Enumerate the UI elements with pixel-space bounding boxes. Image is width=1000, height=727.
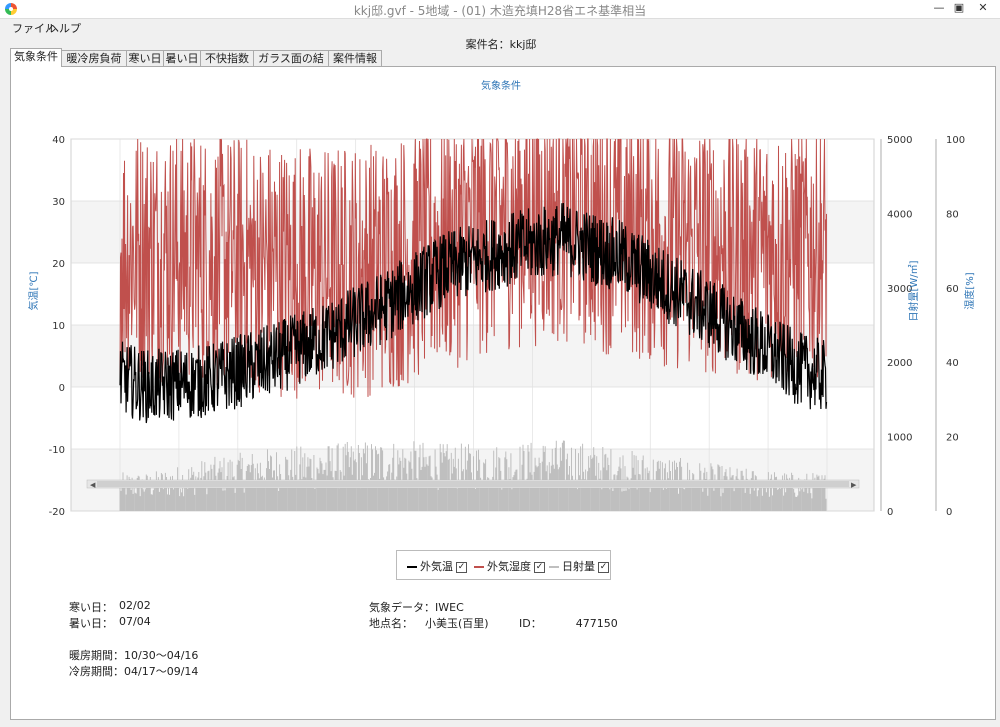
- chart-title: 気象条件: [481, 79, 521, 92]
- y-left-tick-label: 0: [59, 383, 65, 394]
- y-axis-solar-label: 日射量[W/㎡]: [908, 260, 920, 321]
- heating-period-row: 暖房期間：10/30～04/16: [69, 647, 198, 663]
- document-area: 案件名：kkj邸 気象条件 暖冷房負荷 寒い日 暑い日 不快指数 ガラス面の結露…: [8, 36, 996, 720]
- hot-day-value: 07/04: [119, 615, 151, 628]
- series-temperature: [119, 202, 828, 424]
- scroll-right-icon[interactable]: ▶: [851, 481, 857, 489]
- legend-label: 外気湿度: [487, 560, 531, 573]
- y-solar-tick-label: 3000: [887, 284, 912, 295]
- weather-chart: 403020100-10-201/12/13/14/15/16/17/18/19…: [27, 79, 976, 518]
- y-solar-tick-label: 4000: [887, 209, 912, 220]
- case-name: 案件名：kkj邸: [465, 38, 537, 51]
- y-axis-humidity-label: 湿度[%]: [963, 272, 976, 309]
- cooling-period-label: 冷房期間：: [69, 665, 124, 678]
- tab-case-info[interactable]: 案件情報: [328, 50, 382, 66]
- heating-period-label: 暖房期間：: [69, 649, 124, 662]
- hot-day-label: 暑い日：: [69, 617, 113, 630]
- y-left-tick-label: 20: [52, 259, 65, 270]
- id-value: 477150: [575, 617, 618, 630]
- tab-discomfort-index[interactable]: 不快指数: [200, 50, 254, 66]
- weather-data-row: 気象データ：IWEC: [369, 599, 464, 615]
- scroll-left-icon[interactable]: ◀: [90, 481, 96, 489]
- legend-item-solar[interactable]: 日射量 ✓: [549, 558, 609, 574]
- menu-help[interactable]: ヘルプ: [48, 22, 81, 35]
- legend-label: 日射量: [562, 560, 595, 573]
- menu-bar: ファイル ヘルプ: [0, 19, 1000, 35]
- tab-cold-day[interactable]: 寒い日: [126, 50, 164, 66]
- cold-day-value: 02/02: [119, 599, 151, 612]
- menu-file[interactable]: ファイル: [12, 22, 56, 35]
- title-bar: kkj邸.gvf - 5地域 - (01) 木造充填H28省エネ基準相当 — ▣…: [0, 0, 1000, 19]
- y-solar-tick-label: 1000: [887, 433, 912, 444]
- cold-day-row: 寒い日： 02/02: [69, 599, 151, 615]
- hot-day-row: 暑い日： 07/04: [69, 615, 151, 631]
- humidity-line: [119, 138, 827, 399]
- legend-item-temperature[interactable]: 外気温 ✓: [407, 558, 467, 574]
- y-humidity-tick-label: 20: [946, 433, 959, 444]
- temperature-line: [119, 202, 828, 424]
- horizontal-scrollbar[interactable]: ◀ ▶: [86, 479, 860, 489]
- checkbox-solar[interactable]: ✓: [598, 561, 609, 573]
- chart-legend: 外気温 ✓ 外気湿度 ✓ 日射量 ✓: [396, 550, 611, 580]
- y-solar-tick-label: 2000: [887, 358, 912, 369]
- app-icon: [5, 3, 17, 15]
- y-left-tick-label: 40: [52, 135, 65, 146]
- y-left-tick-label: -10: [49, 445, 65, 456]
- y-axis-left-label: 気温[℃]: [27, 271, 40, 310]
- tab-hot-day[interactable]: 暑い日: [163, 50, 201, 66]
- tab-weather[interactable]: 気象条件: [10, 48, 62, 67]
- id-label: ID：: [519, 617, 542, 630]
- weather-data-value: IWEC: [435, 601, 464, 614]
- site-value: 小美玉(百里): [425, 617, 489, 630]
- legend-item-humidity[interactable]: 外気湿度 ✓: [474, 558, 545, 574]
- minimize-button[interactable]: —: [933, 1, 945, 14]
- tab-heating-cooling-load[interactable]: 暖冷房負荷: [61, 50, 127, 66]
- y-humidity-tick-label: 100: [946, 135, 965, 146]
- y-humidity-tick-label: 60: [946, 284, 959, 295]
- y-solar-tick-label: 0: [887, 507, 893, 518]
- y-humidity-tick-label: 40: [946, 358, 959, 369]
- checkbox-temperature[interactable]: ✓: [456, 561, 467, 573]
- weather-panel: 403020100-10-201/12/13/14/15/16/17/18/19…: [10, 66, 996, 720]
- cooling-period-value: 04/17～09/14: [124, 665, 199, 678]
- series-humidity: [119, 138, 827, 399]
- y-left-tick-label: 30: [52, 197, 65, 208]
- site-row: 地点名： 小美玉(百里): [369, 615, 489, 631]
- cooling-period-row: 冷房期間：04/17～09/14: [69, 663, 198, 679]
- maximize-button[interactable]: ▣: [953, 1, 965, 14]
- window-title: kkj邸.gvf - 5地域 - (01) 木造充填H28省エネ基準相当: [353, 4, 647, 18]
- y-left-tick-label: -20: [49, 507, 65, 518]
- legend-label: 外気温: [420, 560, 453, 573]
- y-humidity-tick-label: 0: [946, 507, 952, 518]
- heating-period-value: 10/30～04/16: [124, 649, 199, 662]
- site-label: 地点名：: [369, 617, 413, 630]
- close-button[interactable]: ✕: [978, 1, 988, 14]
- y-solar-tick-label: 5000: [887, 135, 912, 146]
- tab-glass-condensation[interactable]: ガラス面の結露: [253, 50, 329, 80]
- cold-day-label: 寒い日：: [69, 601, 113, 614]
- id-row: ID： 477150: [519, 615, 618, 631]
- y-left-tick-label: 10: [52, 321, 65, 332]
- checkbox-humidity[interactable]: ✓: [534, 561, 545, 573]
- weather-data-label: 気象データ：: [369, 601, 435, 614]
- y-humidity-tick-label: 80: [946, 209, 959, 220]
